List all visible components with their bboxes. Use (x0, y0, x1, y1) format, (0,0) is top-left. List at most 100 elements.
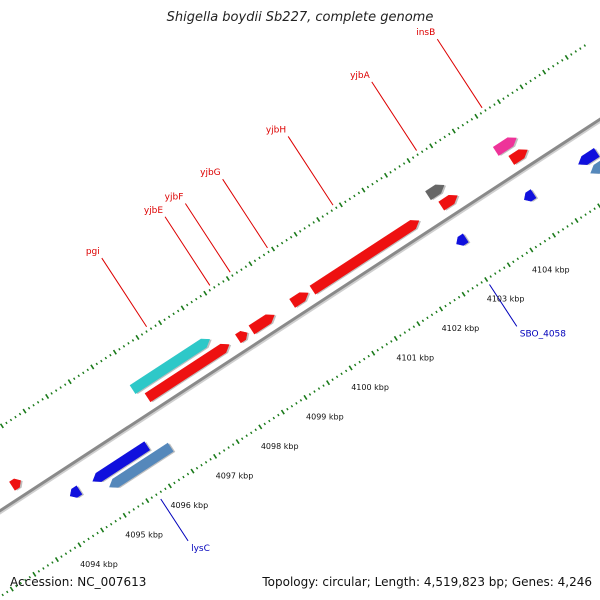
gene-feature[interactable] (438, 191, 462, 212)
inner-tick (348, 365, 353, 371)
inner-tick (403, 331, 407, 334)
outer-tick (203, 290, 208, 296)
outer-tick (22, 408, 27, 414)
inner-tick (448, 301, 452, 305)
gene-feature[interactable] (107, 442, 176, 492)
gene-feature[interactable] (144, 340, 234, 404)
scale-label: 4102 kbp (442, 324, 480, 333)
gene-feature[interactable] (508, 145, 532, 166)
gene-feature[interactable] (309, 216, 424, 296)
inner-tick (494, 272, 497, 275)
scale-labels: 4094 kbp 4095 kbp 4096 kbp 4097 kbp 4098 kbp… (80, 265, 570, 569)
outer-tick (406, 158, 411, 164)
outer-tick (474, 113, 479, 119)
outer-tick (118, 347, 121, 351)
inner-tick (551, 232, 557, 238)
outer-tick (488, 106, 492, 109)
outer-tick (457, 126, 460, 130)
outer-tick (371, 182, 374, 186)
outer-tick (5, 421, 8, 425)
outer-tick (135, 334, 140, 340)
scale-label: 4104 kbp (532, 265, 570, 274)
inner-tick (182, 475, 185, 479)
inner-tick (290, 404, 294, 408)
outer-tick (235, 271, 239, 274)
outer-tick (524, 82, 528, 86)
gene-label: yjbG (200, 168, 221, 178)
outer-tick (285, 238, 288, 242)
inner-tick (186, 472, 190, 476)
inner-tick (254, 428, 257, 432)
inner-tick (190, 468, 195, 474)
inner-tick (60, 555, 63, 558)
gene-feature[interactable] (235, 328, 252, 344)
inner-tick (534, 245, 538, 249)
gene-feature[interactable] (588, 159, 600, 178)
inner-tick (521, 254, 524, 258)
inner-tick (543, 239, 547, 243)
outer-tick (82, 371, 85, 375)
gene-feature[interactable] (9, 476, 25, 492)
inner-tick (358, 360, 361, 364)
inner-tick (258, 424, 263, 430)
label-leader-line (489, 284, 518, 327)
gene-feature[interactable] (522, 189, 539, 205)
outer-tick (574, 50, 577, 53)
outer-tick (36, 401, 40, 404)
outer-tick (180, 305, 185, 311)
gene-features (9, 133, 600, 501)
outer-tick (86, 368, 89, 372)
outer-tick (515, 88, 519, 92)
outer-tick (493, 103, 496, 106)
outer-tick (240, 268, 243, 271)
outer-tick (293, 231, 298, 237)
inner-tick (331, 378, 334, 382)
gene-feature[interactable] (576, 147, 600, 170)
outer-tick (27, 406, 31, 410)
inner-tick (100, 527, 105, 533)
inner-tick (250, 431, 253, 435)
outer-tick (59, 386, 62, 389)
inner-tick (381, 345, 384, 349)
accession-text: Accession: NC_007613 (10, 575, 147, 589)
gene-feature-body (309, 220, 420, 295)
inner-tick (438, 306, 444, 312)
inner-tick (105, 525, 108, 529)
outer-tick (348, 197, 352, 201)
inner-tick (96, 531, 99, 535)
inner-tick (245, 434, 248, 438)
inner-tick (385, 343, 388, 346)
gene-feature[interactable] (289, 288, 313, 309)
inner-tick (42, 567, 45, 570)
outer-tick (411, 156, 415, 159)
outer-tick (225, 275, 230, 282)
inner-tick (64, 552, 68, 555)
gene-feature[interactable] (67, 485, 85, 501)
outer-tick (570, 53, 573, 56)
gene-feature[interactable] (248, 310, 279, 335)
gene-feature[interactable] (454, 233, 471, 249)
gene-feature[interactable] (425, 180, 448, 201)
outer-tick (470, 117, 474, 121)
inner-tick (213, 453, 218, 459)
backbone-line (0, 117, 600, 513)
gene-feature[interactable] (90, 441, 152, 487)
inner-tick (54, 557, 59, 563)
label-leader-line (160, 498, 189, 542)
inner-tick (584, 213, 587, 216)
inner-tick (525, 251, 529, 255)
inner-tick (268, 419, 271, 423)
inner-tick (461, 291, 466, 297)
gene-feature[interactable] (492, 133, 521, 157)
outer-tick (552, 64, 555, 68)
outer-tick (402, 162, 406, 165)
inner-tick (421, 319, 425, 323)
outer-tick (90, 364, 95, 370)
gene-feature[interactable] (129, 334, 214, 395)
inner-tick (82, 540, 86, 544)
inner-tick (177, 478, 181, 482)
outer-tick (383, 172, 389, 178)
genome-summary-text: Topology: circular; Length: 4,519,823 bp… (262, 575, 592, 589)
inner-tick (412, 325, 416, 328)
inner-tick (475, 284, 479, 287)
